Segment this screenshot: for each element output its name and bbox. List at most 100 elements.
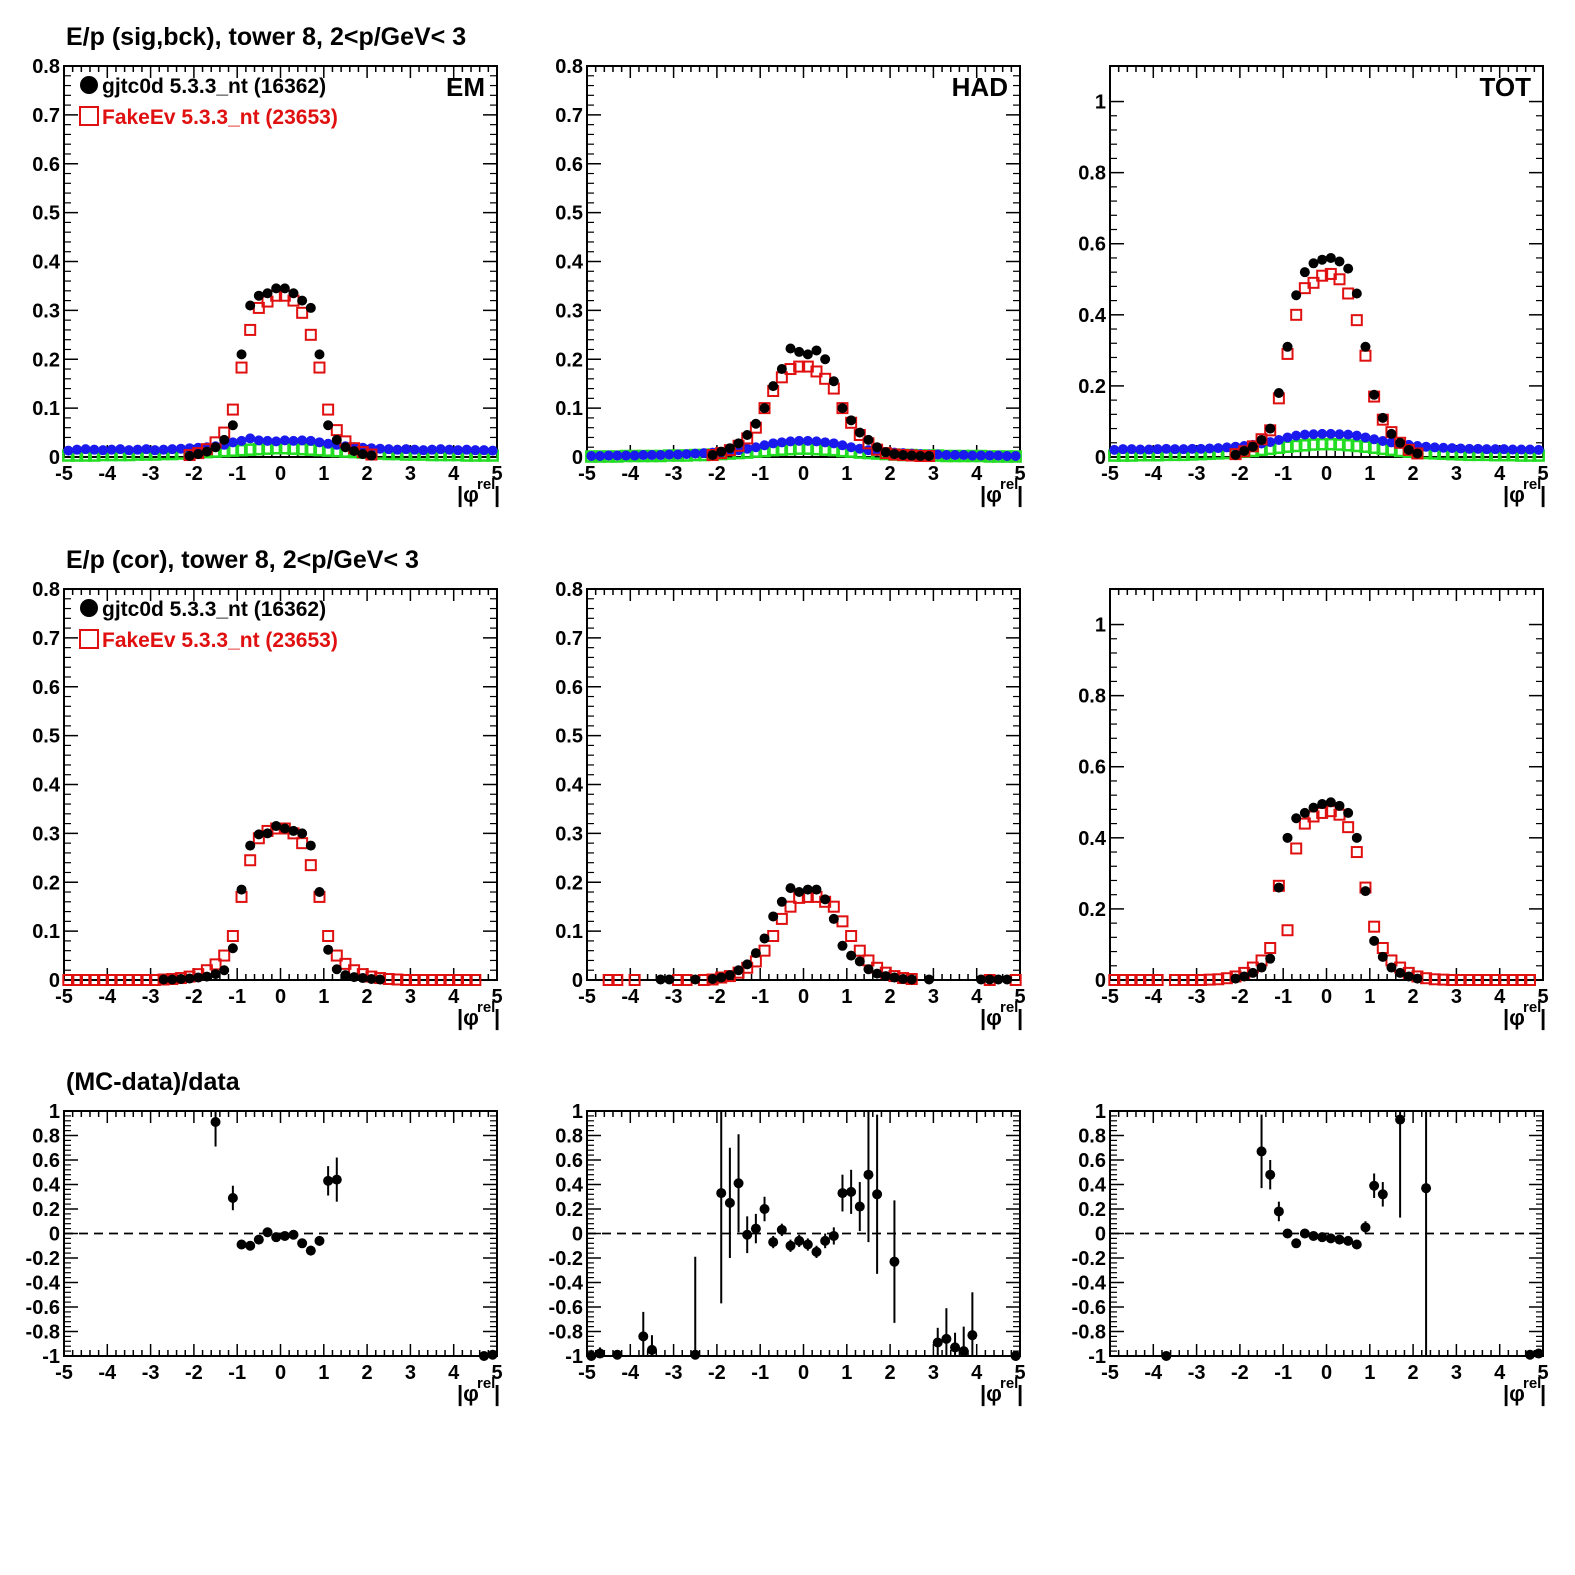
x-tick-label: -2	[1231, 463, 1249, 485]
y-tick-label: 0.8	[1078, 163, 1106, 185]
bck-data-point	[1386, 437, 1397, 448]
mc-point	[1368, 920, 1381, 933]
data-point	[802, 884, 813, 895]
bck-data-point	[297, 435, 308, 446]
x-tick-label: -5	[578, 463, 596, 485]
data-point	[1334, 256, 1345, 267]
x-tick-label: 3	[1451, 463, 1462, 485]
data-point	[906, 450, 917, 461]
x-axis-title-sup: rel	[477, 1375, 495, 1392]
data-point	[167, 974, 178, 985]
bck-data-point	[271, 436, 282, 447]
bck-data-point	[776, 437, 787, 448]
bck-data-point	[392, 444, 403, 455]
ratio-point	[253, 1234, 264, 1245]
ratio-point	[1369, 1180, 1380, 1191]
y-tick-label: 0.8	[32, 1126, 60, 1148]
data-point	[305, 302, 316, 313]
bck-data-point	[236, 435, 247, 446]
y-tick-label: 0.5	[555, 726, 583, 748]
y-tick-label: 0.1	[32, 921, 60, 943]
row-title-ratio: (MC-data)/data	[66, 1068, 241, 1096]
ratio-point	[1360, 1222, 1371, 1233]
mc-point	[1307, 276, 1320, 289]
bck-data-point	[479, 445, 490, 456]
x-tick-label: -5	[578, 986, 596, 1008]
bck-data-point	[1533, 444, 1544, 455]
ratio-point	[716, 1188, 727, 1199]
y-tick-label: 0.6	[555, 154, 583, 176]
x-tick-label: -5	[578, 1362, 596, 1384]
y-tick-label: 0	[1095, 1224, 1106, 1246]
mc-point	[304, 859, 317, 872]
panel-cor-em: -5 -4 -3 -2 -1 0 1 2 3 4 5 0 0.1 0.2 0.3 0.4 0.5 0.6 0.7 0.…	[32, 579, 502, 1030]
mc-point	[330, 949, 343, 962]
y-tick-label: -0.6	[1072, 1297, 1106, 1319]
y-tick-label: 0.6	[1078, 234, 1106, 256]
data-point	[846, 415, 857, 426]
data-point	[219, 965, 230, 976]
data-point	[863, 964, 874, 975]
data-point	[288, 288, 299, 299]
y-tick-label: -0.6	[549, 1297, 583, 1319]
bck-data-point	[253, 435, 264, 446]
bck-data-point	[1447, 443, 1458, 454]
y-tick-label: 0.1	[555, 398, 583, 420]
series-data	[1230, 252, 1423, 460]
y-tick-label: 0.7	[555, 105, 583, 127]
mc-point	[426, 974, 439, 986]
ratio-point	[288, 1229, 299, 1240]
x-axis-title-tail: |	[494, 482, 500, 507]
bck-data-point	[1178, 444, 1189, 455]
data-point	[193, 972, 204, 983]
x-tick-label: 1	[318, 463, 329, 485]
bck-data-point	[698, 448, 709, 459]
bck-data-point	[1002, 451, 1013, 462]
bck-data-point	[323, 438, 334, 449]
data-point	[297, 828, 308, 839]
ratio-point	[297, 1238, 308, 1249]
ratio-point	[1291, 1238, 1302, 1249]
x-tick-label: 5	[491, 986, 502, 1008]
x-tick-label: -3	[1188, 1362, 1206, 1384]
y-tick-label: 0.6	[32, 154, 60, 176]
x-tick-label: -1	[1274, 1362, 1292, 1384]
data-point	[880, 971, 891, 982]
data-point	[924, 974, 935, 985]
ratio-point	[941, 1333, 952, 1344]
x-tick-label: -1	[751, 1362, 769, 1384]
bck-data-point	[366, 443, 377, 454]
mc-point	[1203, 973, 1216, 986]
series-ratio	[1161, 1111, 1544, 1361]
data-point	[366, 974, 377, 985]
bck-data-point	[1282, 432, 1293, 443]
x-axis-title-tail: |	[494, 1381, 500, 1406]
mc-point	[1142, 974, 1155, 986]
data-point	[201, 446, 212, 457]
ratio-point	[872, 1189, 883, 1200]
series-ratio	[210, 1111, 498, 1361]
ratio-point	[1010, 1351, 1021, 1361]
bck-data-point	[1117, 444, 1128, 455]
x-axis-title: |φ	[457, 482, 479, 507]
mc-point	[226, 930, 239, 943]
x-tick-label: -4	[1144, 463, 1163, 485]
data-point	[245, 300, 256, 311]
bck-data-point	[141, 444, 152, 455]
mc-point	[1151, 974, 1164, 986]
x-tick-label: 3	[405, 463, 416, 485]
data-point	[1002, 974, 1013, 985]
mc-point	[1264, 942, 1277, 955]
bck-data-point	[470, 445, 481, 456]
data-point	[1317, 254, 1328, 265]
x-tick-label: -1	[228, 986, 246, 1008]
data-point	[733, 965, 744, 976]
mc-point	[226, 403, 239, 416]
data-point	[1386, 428, 1397, 439]
x-tick-label: 0	[798, 986, 809, 1008]
ratio-point	[1334, 1234, 1345, 1245]
data-point	[707, 450, 718, 461]
x-tick-label: 2	[362, 463, 373, 485]
data-point	[854, 427, 865, 438]
x-tick-label: 5	[1537, 463, 1548, 485]
